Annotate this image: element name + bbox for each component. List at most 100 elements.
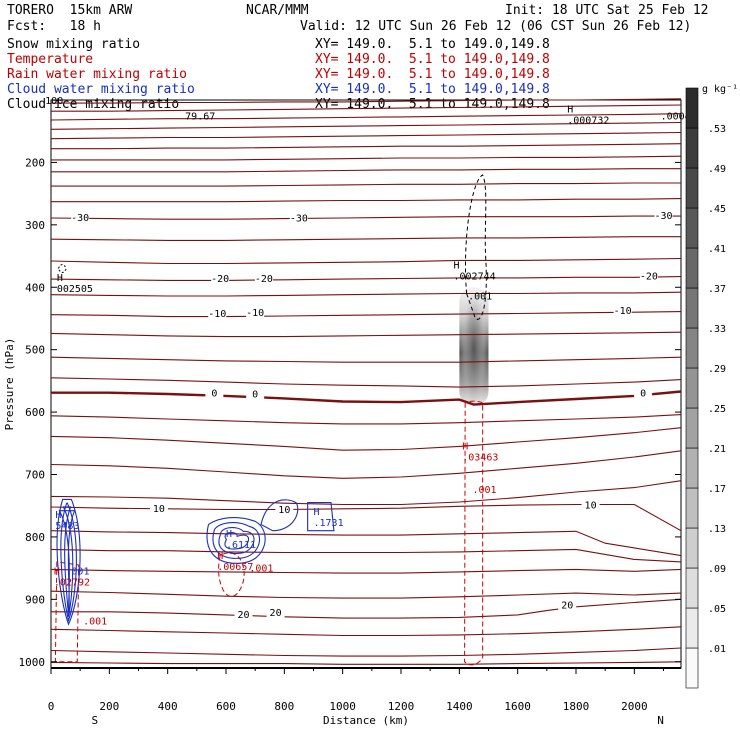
temperature-contour (50, 121, 682, 130)
temperature-contour (51, 143, 682, 150)
x-tick-label: 800 (274, 700, 294, 713)
temperature-contour (50, 377, 682, 388)
x-end-label-south: S (91, 714, 98, 727)
colorbar-swatch (685, 447, 699, 489)
temperature-contour (50, 530, 682, 557)
temperature-contour-label: -10 (208, 309, 226, 320)
temperature-contour (50, 427, 682, 451)
colorbar-level-label: .41 (708, 244, 726, 255)
temperature-contour-label: 10 (153, 504, 165, 515)
temperature-contour (50, 480, 682, 506)
forecast-hour: Fcst: 18 h (7, 19, 101, 34)
y-tick-label: 600 (25, 406, 45, 419)
colorbar-level-label: .17 (708, 484, 726, 495)
colorbar-swatch (685, 527, 699, 569)
contour-label-bg (246, 306, 265, 318)
temperature-contour-label: 20 (561, 601, 573, 612)
field-name-cloud-water: Cloud water mixing ratio (7, 82, 195, 97)
field-xy-snow: XY= 149.0. 5.1 to 149.0,149.8 (315, 37, 550, 52)
cloud-water-contour (260, 499, 299, 532)
rain-contour-label: .001 (83, 616, 107, 627)
x-tick-label: 0 (48, 700, 55, 713)
temperature-contour (50, 548, 682, 563)
cloud-water-contour (212, 522, 261, 559)
temperature-contour (50, 276, 682, 281)
temperature-contour (50, 257, 682, 265)
colorbar-level-label: .37 (708, 284, 726, 295)
temperature-contour-label: -20 (640, 272, 658, 283)
cloud-water-contour (218, 527, 255, 555)
x-tick-label: 600 (216, 700, 236, 713)
colorbar-swatch (685, 247, 699, 289)
contour-label-bg (639, 270, 658, 282)
field-xy-temperature: XY= 149.0. 5.1 to 149.0,149.8 (315, 52, 550, 67)
contour-label-bg (246, 388, 265, 400)
cloud-water-contour (62, 506, 74, 617)
temperature-contour-label: 10 (278, 505, 290, 516)
cloud-water-contour (60, 502, 77, 623)
temperature-contour (51, 155, 682, 161)
colorbar-level-label: .01 (708, 644, 726, 655)
contour-label-bg (208, 308, 227, 320)
colorbar-swatch (685, 567, 699, 609)
snow-contour-label: .001 (468, 292, 492, 303)
temperature-contour (51, 104, 682, 112)
colorbar-swatch (685, 327, 699, 369)
maximum-marker: H (314, 507, 320, 518)
temperature-contour (50, 568, 682, 574)
contour-label-bg (211, 273, 230, 285)
temperature-contour (50, 311, 682, 318)
y-tick-label: 400 (25, 281, 45, 294)
center-title: NCAR/MMM (246, 3, 309, 18)
x-tick-label: 1000 (329, 700, 356, 713)
snow-contour (464, 174, 487, 320)
temperature-contour-label: -30 (290, 214, 308, 225)
field-name-snow: Snow mixing ratio (7, 37, 141, 52)
maximum-value: .6111 (226, 540, 256, 551)
temperature-contour-label: -30 (654, 211, 672, 222)
colorbar-swatch (685, 87, 699, 129)
cloud-water-contour (224, 532, 250, 550)
contour-label-bg (654, 210, 673, 222)
colorbar-level-label: .33 (708, 324, 726, 335)
temperature-contour-label: -10 (614, 306, 632, 317)
x-axis-label: Distance (km) (323, 714, 409, 727)
colorbar: .01 .05 .09 .13 .17 .21 .25 .29 .33 .37 .41 .45 .49.… (685, 84, 738, 689)
maximum-value: 5483 (55, 521, 79, 532)
contour-label-bg (558, 599, 577, 611)
model-title: TORERO 15km ARW (7, 3, 133, 18)
x-end-label-north: N (657, 714, 664, 727)
top-boundary-label: .0004 (661, 112, 691, 123)
maximum-marker: H (567, 104, 573, 115)
colorbar-level-label: .53 (708, 124, 726, 135)
maximum-marker: H (55, 510, 61, 521)
colorbar-level-label: .45 (708, 204, 726, 215)
valid-time: Valid: 12 UTC Sun 26 Feb 12 (06 CST Sun … (300, 19, 692, 34)
maximum-value: .03463 (462, 453, 498, 464)
temperature-contour-label: -20 (255, 274, 273, 285)
contour-label-bg (289, 212, 308, 224)
field-name-rain: Rain water mixing ratio (7, 67, 188, 82)
colorbar-swatch (685, 167, 699, 209)
colorbar-level-label: .13 (708, 524, 726, 535)
y-tick-label: 1000 (19, 656, 46, 669)
temperature-contour (51, 98, 682, 104)
init-time: Init: 18 UTC Sat 25 Feb 12 (505, 3, 709, 18)
y-tick-label: 700 (25, 469, 45, 482)
temperature-contour-label: 10 (585, 501, 597, 512)
temperature-contour (50, 356, 682, 363)
maximum-value: .00657 (217, 562, 253, 573)
x-tick-label: 400 (158, 700, 178, 713)
snow-core (460, 289, 487, 410)
maximum-value: .02792 (54, 577, 90, 588)
x-tick-label: 2000 (621, 700, 648, 713)
temperature-contour (51, 182, 681, 187)
colorbar-swatch (685, 607, 699, 649)
rain-contour-label: .001 (472, 485, 496, 496)
temperature-contour-label: 20 (270, 608, 282, 619)
maximum-marker: H (226, 529, 232, 540)
temperature-contour-label: -30 (71, 213, 89, 224)
temperature-contour (51, 598, 682, 619)
contour-label-bg (581, 499, 600, 511)
